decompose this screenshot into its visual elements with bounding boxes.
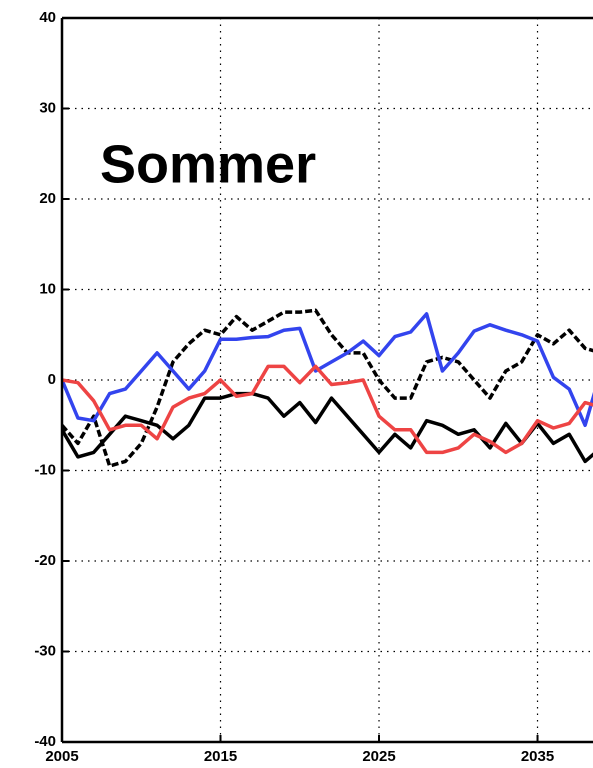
plot-area	[62, 308, 593, 468]
data-line	[62, 308, 593, 468]
y-tick-label: 40	[39, 9, 56, 26]
data-line	[62, 312, 593, 428]
y-tick-label: 0	[48, 371, 56, 388]
x-tick-label: 2015	[204, 748, 237, 765]
y-tick-label: -10	[34, 461, 56, 478]
x-tick-label: 2025	[362, 748, 395, 765]
data-line	[62, 364, 593, 455]
x-tick-label: 2035	[521, 748, 554, 765]
y-tick-label: 10	[39, 280, 56, 297]
y-tick-label: -40	[34, 733, 56, 750]
y-tick-label: 20	[39, 190, 56, 207]
data-line	[62, 391, 593, 464]
x-tick-label: 2005	[45, 748, 78, 765]
y-tick-label: -30	[34, 642, 56, 659]
y-tick-label: 30	[39, 99, 56, 116]
y-tick-label: -20	[34, 552, 56, 569]
chart-title: Sommer	[100, 134, 316, 194]
